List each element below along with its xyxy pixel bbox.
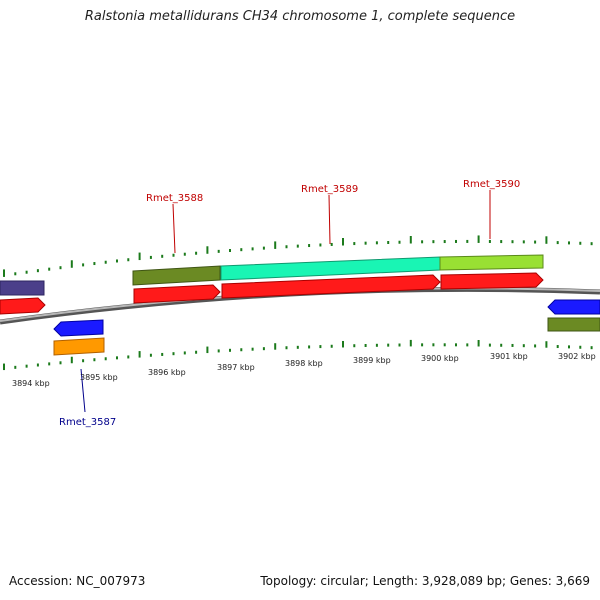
feature-orange[interactable]	[53, 337, 105, 356]
kbp-label: 3900 kbp	[421, 354, 459, 363]
cds-arrow-blue[interactable]	[53, 319, 104, 337]
cds-rmet-3589[interactable]	[221, 274, 441, 299]
gene-label-rmet-3588[interactable]: Rmet_3588	[146, 193, 203, 204]
rmet-3588-leader	[172, 203, 176, 254]
rmet-3587-leader	[80, 368, 86, 413]
cds-rmet-3590[interactable]	[440, 272, 544, 290]
kbp-label: 3895 kbp	[80, 373, 118, 382]
feature-olive[interactable]	[547, 317, 600, 332]
gene-label-rmet-3590[interactable]: Rmet_3590	[463, 179, 520, 190]
accession-label: Accession: NC_007973	[9, 574, 146, 588]
gene-label-rmet-3589[interactable]: Rmet_3589	[301, 184, 358, 195]
kbp-label: 3897 kbp	[217, 363, 255, 372]
inner-tick-ring	[3, 339, 593, 371]
feature-track	[0, 254, 600, 356]
gene-label-rmet-3587[interactable]: Rmet_3587	[59, 417, 116, 428]
cds-rmet-3588[interactable]	[133, 284, 221, 304]
cds-arrow[interactable]	[0, 297, 46, 315]
kbp-label: 3899 kbp	[353, 356, 391, 365]
kbp-label: 3901 kbp	[490, 352, 528, 361]
rmet-3589-leader	[328, 194, 331, 245]
cds-arrow-blue[interactable]	[547, 299, 600, 315]
map-title: Ralstonia metallidurans CH34 chromosome …	[84, 9, 516, 24]
kbp-labels: 3894 kbp 3895 kbp 3896 kbp 3897 kbp 3898…	[12, 352, 596, 388]
feature-rmet-3590-yellowgreen[interactable]	[439, 254, 544, 271]
kbp-label: 3894 kbp	[12, 379, 50, 388]
feature-slate[interactable]	[0, 280, 45, 296]
topology-label: Topology: circular; Length: 3,928,089 bp…	[260, 574, 590, 588]
kbp-label: 3898 kbp	[285, 359, 323, 368]
feature-rmet-3588-olive[interactable]	[132, 265, 221, 286]
kbp-label: 3896 kbp	[148, 368, 186, 377]
outer-tick-ring	[3, 235, 593, 277]
kbp-label: 3902 kbp	[558, 352, 596, 361]
